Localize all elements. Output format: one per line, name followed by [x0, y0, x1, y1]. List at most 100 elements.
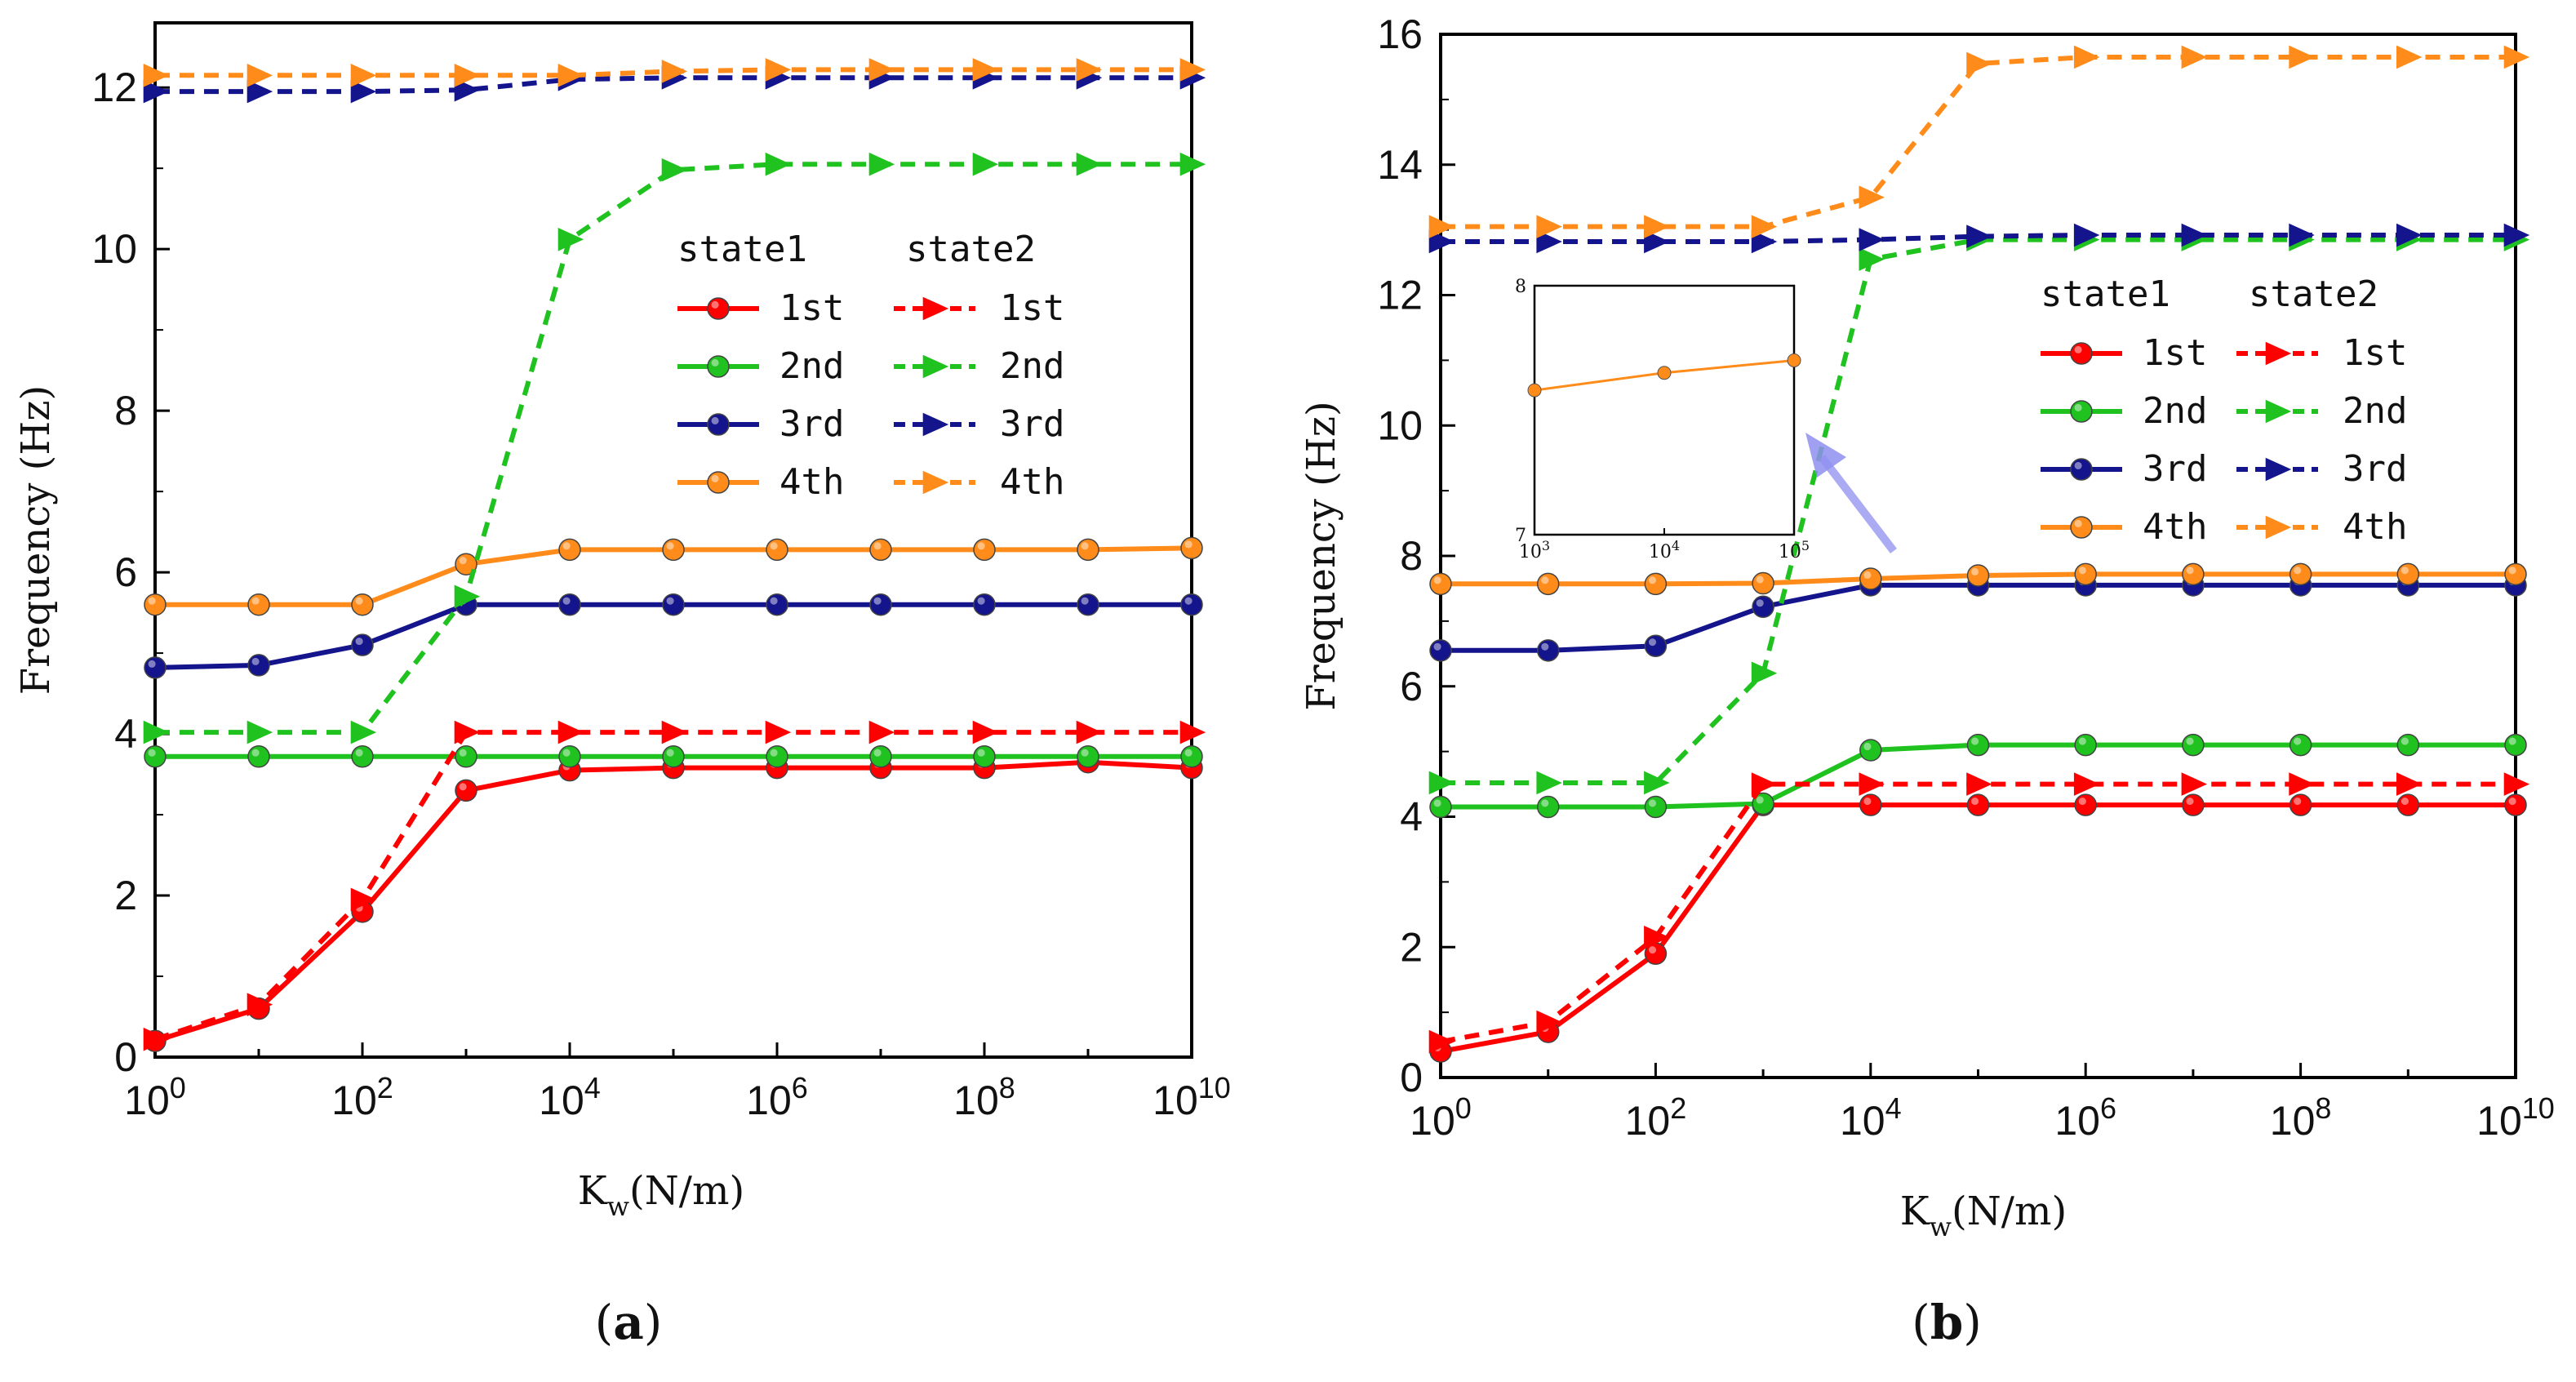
data-point-highlight [770, 749, 778, 757]
data-point [766, 538, 788, 562]
y-tick-label: 10 [1377, 402, 1423, 448]
legend-label: 4th [1000, 461, 1064, 503]
data-point-highlight [1756, 575, 1764, 584]
panel-b: 0 2 4 6 8 10 12 14 16 100 102 104 106 108 1010 Frequenc… [1299, 11, 2555, 1350]
legend-label: 1st [779, 287, 844, 329]
legend-marker [707, 413, 730, 436]
data-point [2074, 733, 2097, 757]
series-state2-1st [143, 720, 1206, 1051]
data-point [2073, 45, 2100, 69]
data-point [350, 720, 377, 744]
data-point [1180, 745, 1203, 768]
x-tick-label: 102 [1625, 1091, 1687, 1144]
legend-header-state2: state2 [2249, 273, 2378, 315]
data-point [2073, 772, 2100, 796]
data-point [144, 656, 167, 679]
data-point [2504, 562, 2527, 586]
data-point [455, 779, 477, 802]
data-point [973, 538, 996, 562]
y-tick-label: 10 [91, 226, 137, 272]
legend-marker [707, 297, 730, 320]
data-point [1076, 58, 1103, 82]
data-point [2289, 45, 2315, 69]
data-point [1752, 595, 1774, 619]
data-point [350, 79, 377, 104]
data-point-highlight [1971, 737, 1979, 745]
data-point-highlight [1648, 576, 1657, 584]
data-point-highlight [1756, 599, 1764, 607]
data-point-highlight [1648, 946, 1657, 954]
series-line [154, 730, 1192, 1042]
data-point-highlight [1863, 798, 1872, 806]
y-tick-label: 2 [114, 873, 137, 918]
legend-marker-highlight [711, 300, 719, 309]
series-state1-4th [1429, 562, 2527, 596]
data-point [2182, 793, 2205, 816]
data-point-highlight [1433, 576, 1441, 584]
legend-marker [2070, 458, 2093, 481]
data-point-highlight [977, 597, 985, 605]
data-point [1428, 215, 1455, 238]
series-state1-1st [1429, 793, 2527, 1063]
legend: state1 state2 1st 1st 2nd 2nd 3rd 3rd 4th 4th [2041, 273, 2407, 548]
data-point [1859, 793, 1882, 816]
data-point [1751, 661, 1778, 686]
inset-y-tick-label: 8 [1515, 277, 1526, 297]
legend-marker [2070, 342, 2093, 365]
data-point [661, 158, 688, 182]
data-point [765, 152, 792, 176]
data-point [1536, 229, 1562, 254]
data-point [2503, 45, 2530, 69]
data-point [972, 152, 999, 176]
legend-label: 1st [2343, 332, 2407, 374]
data-point-highlight [1433, 799, 1441, 807]
series-state2-3rd [143, 66, 1206, 104]
data-point [454, 584, 481, 609]
data-point [1179, 720, 1206, 744]
data-point [2181, 223, 2208, 247]
inset-x-tick-label: 104 [1649, 538, 1680, 562]
data-point [1179, 58, 1206, 82]
data-point-highlight [1081, 597, 1089, 605]
data-point [557, 720, 584, 744]
data-point [558, 538, 581, 562]
data-point [1966, 224, 1992, 248]
legend-label: 4th [2343, 506, 2407, 548]
data-point [1644, 634, 1668, 657]
data-point [246, 993, 273, 1016]
data-point [1751, 772, 1778, 796]
legend-marker [922, 470, 949, 495]
data-point [2396, 772, 2423, 796]
data-point [1859, 228, 1885, 251]
x-tick-label: 100 [1410, 1091, 1472, 1144]
data-point [1077, 593, 1099, 616]
data-point-highlight [1081, 542, 1089, 550]
data-point [1859, 185, 1885, 209]
series-state1-3rd [144, 593, 1203, 679]
data-point [2396, 793, 2420, 816]
data-point-highlight [2294, 567, 2302, 575]
data-point [2181, 45, 2208, 69]
data-point-highlight [2508, 798, 2516, 806]
legend-label: 3rd [779, 403, 844, 445]
data-point [1428, 1029, 1455, 1054]
series-line [1440, 802, 2516, 1054]
y-tick-label: 8 [114, 388, 137, 433]
data-point-highlight [1863, 742, 1872, 751]
data-point [972, 58, 999, 82]
data-point [2073, 223, 2100, 247]
data-point [1859, 567, 1882, 590]
data-point [1644, 795, 1668, 819]
x-axis-title: Kw(N/m) [1900, 1189, 2067, 1242]
y-tick-label: 6 [1400, 664, 1423, 709]
data-point-highlight [562, 749, 571, 757]
data-point [2504, 733, 2527, 757]
series-state1-3rd [1429, 574, 2527, 662]
data-point [350, 64, 377, 87]
data-point [1180, 593, 1203, 616]
data-point [766, 593, 788, 616]
data-point [558, 745, 581, 768]
data-point [2289, 793, 2312, 816]
data-point [973, 593, 996, 616]
data-point [246, 720, 273, 744]
